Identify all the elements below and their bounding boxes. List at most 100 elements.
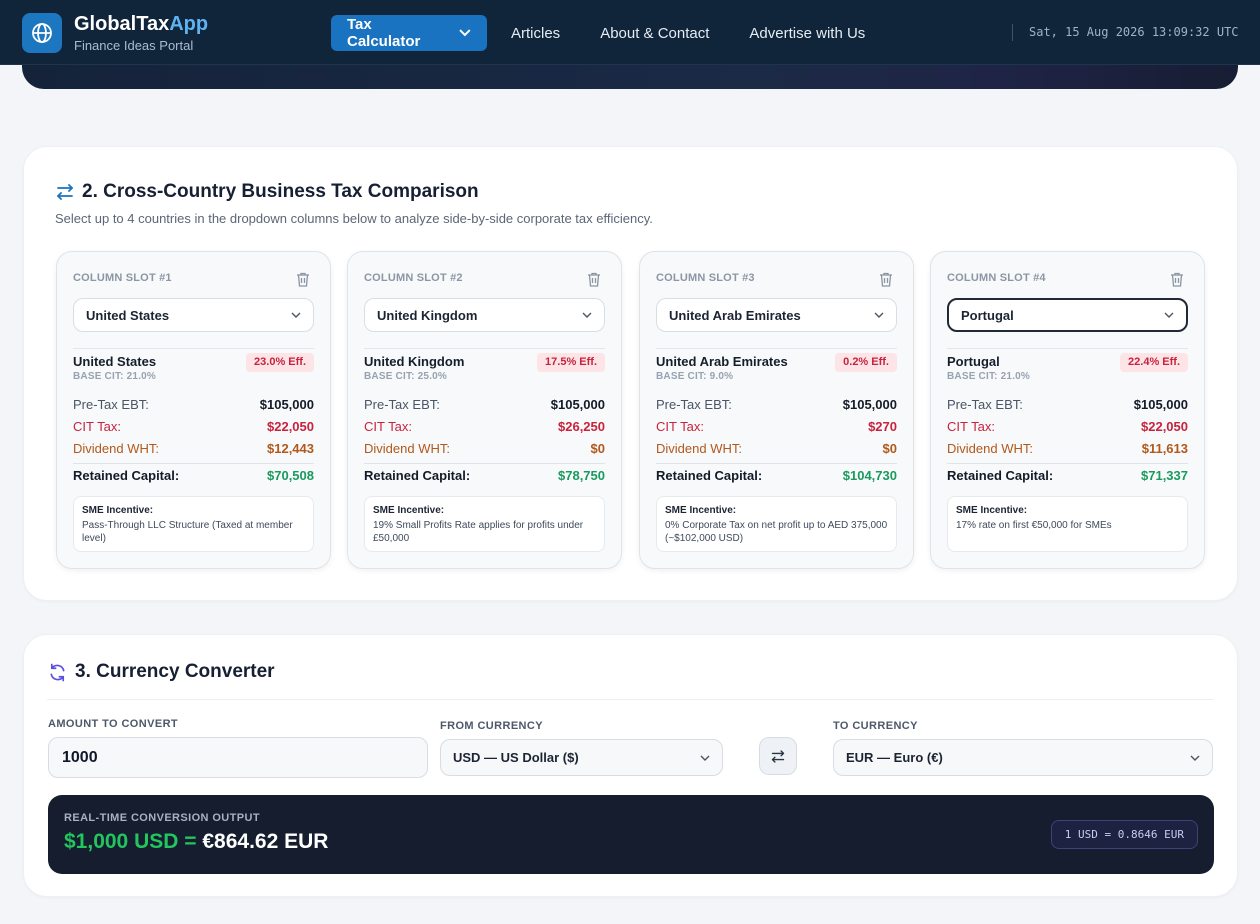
column-slot-4: COLUMN SLOT #4 Portugal Portugal BASE CI… [930,251,1205,569]
divider [47,699,1214,700]
retained-row: Retained Capital: $78,750 [364,468,605,483]
conversion-output-value: $1,000 USD = €864.62 EUR [64,830,328,854]
chevron-down-icon [874,312,884,318]
from-currency-value: USD — US Dollar ($) [453,750,579,765]
country-select-value: United Kingdom [377,307,478,323]
cit-value: $26,250 [558,419,605,434]
chevron-down-icon [1190,755,1200,761]
retained-label: Retained Capital: [364,468,471,483]
nav-about-link[interactable]: About & Contact [600,24,710,42]
divider [73,348,314,349]
sme-title: SME Incentive: [665,505,737,516]
nav-advertise-link[interactable]: Advertise with Us [749,24,866,42]
brand-name: GlobalTaxApp [74,13,209,35]
country-select[interactable]: Portugal [947,298,1188,332]
wht-label: Dividend WHT: [947,441,1033,456]
cit-value: $22,050 [267,419,314,434]
country-select[interactable]: United Kingdom [364,298,605,332]
comparison-title-row: 2. Cross-Country Business Tax Comparison [56,181,479,203]
trash-icon[interactable] [879,272,893,287]
sme-title: SME Incentive: [373,505,445,516]
to-currency-select[interactable]: EUR — Euro (€) [833,739,1213,776]
amount-input[interactable]: 1000 [48,737,428,778]
pretax-label: Pre-Tax EBT: [73,397,149,412]
country-name: United States [73,354,157,369]
effective-rate-badge: 0.2% Eff. [835,353,897,372]
wht-value: $0 [590,441,605,456]
effective-rate-badge: 23.0% Eff. [246,353,314,372]
currency-converter-section: 3. Currency Converter AMOUNT TO CONVERT … [23,634,1238,897]
slot-label: COLUMN SLOT #4 [947,272,1046,284]
pretax-value: $105,000 [842,397,897,412]
country-select[interactable]: United States [73,298,314,332]
divider [364,348,605,349]
wht-value: $0 [882,441,897,456]
retained-label: Retained Capital: [656,468,763,483]
wht-row: Dividend WHT: $0 [364,441,605,456]
swap-arrows-icon [57,184,73,200]
pretax-row: Pre-Tax EBT: $105,000 [947,397,1188,412]
pretax-value: $105,000 [259,397,314,412]
country-select[interactable]: United Arab Emirates [656,298,897,332]
brand-subtitle: Finance Ideas Portal [74,38,194,53]
pretax-value: $105,000 [550,397,605,412]
country-select-value: United States [86,307,170,323]
chevron-down-icon [582,312,592,318]
tax-comparison-section: 2. Cross-Country Business Tax Comparison… [23,146,1238,601]
divider [947,348,1188,349]
sme-incentive-box: SME Incentive: 17% rate on first €50,000… [947,496,1188,552]
currency-title-row: 3. Currency Converter [48,661,275,683]
trash-icon[interactable] [1170,272,1184,287]
cit-value: $270 [868,419,897,434]
retained-label: Retained Capital: [73,468,180,483]
column-slot-2: COLUMN SLOT #2 United Kingdom United Kin… [347,251,622,569]
sme-description: 0% Corporate Tax on net profit up to AED… [665,520,888,544]
refresh-icon [50,663,65,681]
wht-label: Dividend WHT: [73,441,159,456]
conversion-output-label: REAL-TIME CONVERSION OUTPUT [64,812,260,824]
retained-label: Retained Capital: [947,468,1054,483]
cit-value: $22,050 [1141,419,1188,434]
trash-icon[interactable] [296,272,310,287]
tax-calculator-label: Tax Calculator [347,16,421,50]
brand[interactable]: GlobalTaxApp Finance Ideas Portal [74,12,208,53]
sme-title: SME Incentive: [82,505,154,516]
retained-row: Retained Capital: $104,730 [656,468,897,483]
from-currency-label: FROM CURRENCY [440,720,543,732]
cit-row: CIT Tax: $270 [656,419,897,434]
divider [947,463,1188,464]
sme-description: 17% rate on first €50,000 for SMEs [956,520,1112,531]
retained-value: $78,750 [558,468,605,483]
sme-incentive-box: SME Incentive: 19% Small Profits Rate ap… [364,496,605,552]
tax-calculator-menu-button[interactable]: Tax Calculator [331,15,487,51]
sme-title: SME Incentive: [956,505,1028,516]
conversion-target-amount: €864.62 EUR [202,830,329,853]
wht-row: Dividend WHT: $12,443 [73,441,314,456]
nav-articles-link[interactable]: Articles [511,24,561,42]
sme-description: 19% Small Profits Rate applies for profi… [373,520,584,544]
divider [73,463,314,464]
trash-icon[interactable] [587,272,601,287]
conversion-source-amount: $1,000 USD = [64,830,197,853]
sme-incentive-box: SME Incentive: 0% Corporate Tax on net p… [656,496,897,552]
column-slot-1: COLUMN SLOT #1 United States United Stat… [56,251,331,569]
to-currency-label: TO CURRENCY [833,720,918,732]
globe-icon[interactable] [22,13,62,53]
base-cit: BASE CIT: 25.0% [364,371,448,382]
retained-value: $104,730 [842,468,897,483]
from-currency-select[interactable]: USD — US Dollar ($) [440,739,723,776]
swap-currencies-button[interactable] [759,737,797,775]
comparison-description: Select up to 4 countries in the dropdown… [55,211,653,226]
chevron-down-icon [291,312,301,318]
pretax-label: Pre-Tax EBT: [947,397,1023,412]
retained-value: $70,508 [267,468,314,483]
sme-incentive-box: SME Incentive: Pass-Through LLC Structur… [73,496,314,552]
top-navigation-bar: GlobalTaxApp Finance Ideas Portal Tax Ca… [0,0,1260,65]
country-name: United Kingdom [364,354,465,369]
cit-label: CIT Tax: [73,419,121,434]
slot-label: COLUMN SLOT #1 [73,272,172,284]
cit-label: CIT Tax: [947,419,995,434]
country-name: Portugal [947,354,1000,369]
wht-value: $11,613 [1141,441,1188,456]
swap-arrows-icon [771,749,785,763]
